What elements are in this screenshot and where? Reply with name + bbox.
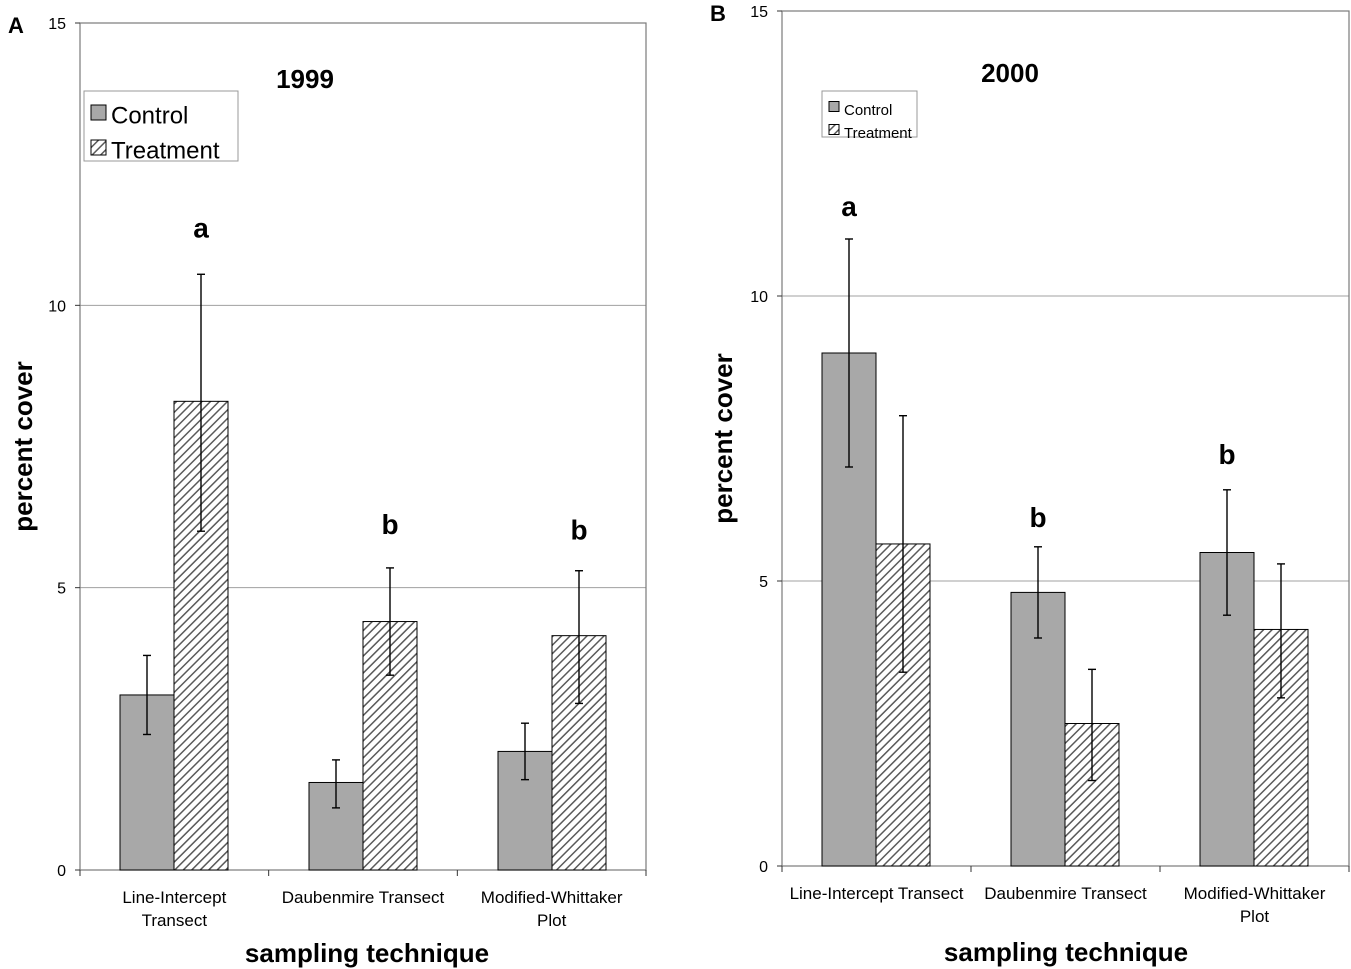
bar-control [308,781,364,871]
y-tick-label: 5 [759,574,768,591]
x-category-label: Modified-Whittaker Plot [1184,884,1326,926]
x-category-label-line: Modified-Whittaker [481,888,623,907]
legend: Control Treatment [83,90,239,165]
x-category-label: Line-Intercept Transect [122,888,226,930]
legend-label-treatment: Treatment [844,125,913,142]
x-category-label: Modified-Whittaker Plot [481,888,623,930]
significance-letter: b [1218,439,1235,470]
x-category-label-line: Modified-Whittaker [1184,884,1326,903]
panel-b: B 0 5 10 15 a b b Line-Intercept Transect Daubenm… [708,1,1350,967]
legend-swatch-control [90,104,107,121]
legend: Control Treatment [821,90,918,142]
chart-title: 1999 [276,64,334,94]
x-category-label-line: Plot [1240,907,1270,926]
panel-letter: B [710,1,726,26]
y-tick-label: 5 [57,581,66,598]
y-tick-label: 15 [48,16,66,33]
y-tick-label: 0 [759,859,768,876]
y-axis-title: percent cover [8,361,38,532]
significance-letter: b [1029,502,1046,533]
chart-title: 2000 [981,58,1039,88]
y-tick-label: 15 [750,4,768,21]
y-tick-label: 10 [750,289,768,306]
significance-letter: a [841,191,857,222]
significance-letter: b [570,515,587,546]
x-category-label-line: Line-Intercept Transect [790,884,964,903]
x-category-label-line: Line-Intercept [122,888,226,907]
significance-letter: b [381,509,398,540]
legend-swatch-control [828,101,840,112]
legend-label-control: Control [111,103,188,130]
x-category-label-line: Transect [142,911,208,930]
x-axis-title: sampling technique [944,937,1188,967]
legend-swatch-treatment [828,124,840,135]
x-category-label-line: Daubenmire Transect [984,884,1147,903]
significance-letter: a [193,213,209,244]
panel-letter: A [8,13,24,38]
y-axis-title: percent cover [708,353,738,524]
legend-label-treatment: Treatment [111,138,220,165]
x-category-label-line: Plot [537,911,567,930]
x-category-label: Daubenmire Transect [984,884,1147,903]
x-axis-title: sampling technique [245,938,489,968]
x-category-label: Daubenmire Transect [282,888,445,907]
y-tick-label: 0 [57,863,66,880]
legend-label-control: Control [844,102,892,119]
x-category-label: Line-Intercept Transect [790,884,964,903]
y-tick-label: 10 [48,298,66,315]
legend-swatch-treatment [90,139,107,156]
panel-a: A 0 5 10 15 a b b Line-Intercept Transect Daubenmi… [8,13,647,968]
x-category-label-line: Daubenmire Transect [282,888,445,907]
legend-box [83,90,239,162]
